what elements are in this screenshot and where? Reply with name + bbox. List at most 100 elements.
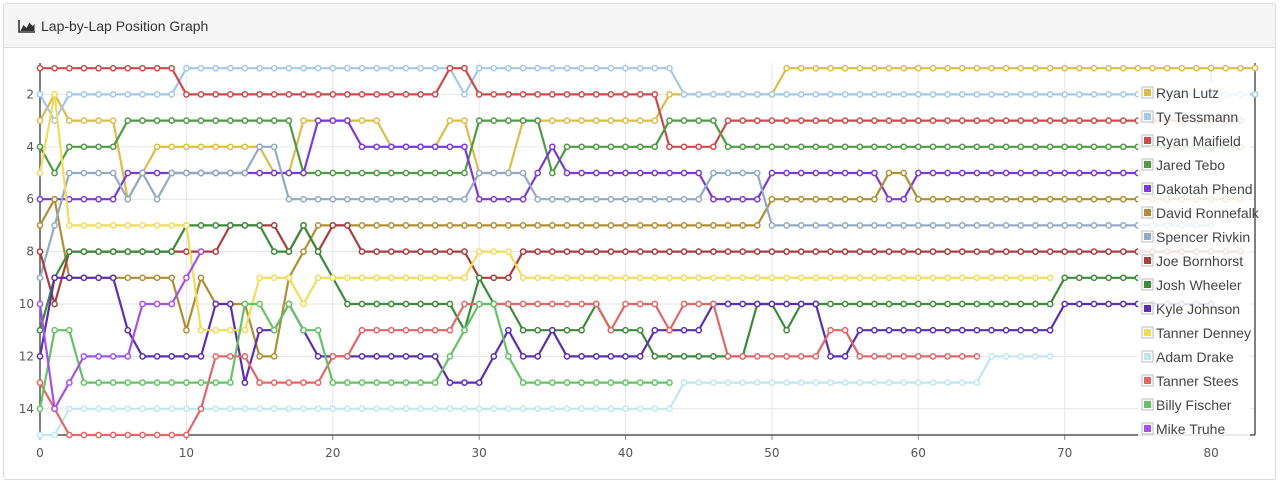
data-point	[1032, 195, 1039, 203]
data-point	[51, 274, 58, 282]
x-tick-label: 20	[325, 446, 340, 460]
data-point	[1046, 248, 1054, 255]
data-point	[1017, 117, 1025, 124]
data-point	[1075, 169, 1083, 177]
data-point	[490, 91, 498, 98]
data-point	[168, 222, 176, 229]
data-point	[80, 143, 88, 151]
data-point	[592, 143, 600, 151]
data-point	[578, 326, 585, 334]
data-point	[124, 64, 132, 72]
y-tick-label: 12	[19, 349, 34, 363]
data-point	[871, 379, 878, 386]
data-point	[636, 326, 644, 334]
data-point	[270, 353, 278, 360]
data-point	[988, 248, 995, 255]
data-point	[285, 117, 293, 124]
data-point	[827, 353, 834, 360]
data-point	[300, 405, 307, 413]
data-point	[314, 248, 322, 255]
data-point	[885, 117, 893, 124]
data-point	[1002, 248, 1010, 255]
data-point	[314, 405, 322, 413]
data-point	[900, 195, 908, 203]
data-point	[95, 222, 102, 229]
legend-label: Ryan Maifield	[1156, 133, 1241, 149]
data-point	[827, 91, 834, 98]
data-point	[958, 117, 966, 124]
data-point	[753, 222, 761, 229]
data-point	[929, 169, 937, 177]
data-point	[446, 326, 454, 334]
data-point	[1075, 274, 1083, 282]
data-point	[797, 379, 805, 386]
data-point	[856, 379, 864, 386]
series-mike-truhe	[36, 248, 205, 413]
data-point	[739, 300, 747, 308]
data-point	[344, 379, 351, 386]
data-point	[461, 195, 468, 203]
data-point	[1017, 195, 1025, 203]
y-tick-label: 4	[26, 140, 34, 154]
data-point	[1251, 91, 1259, 98]
data-point	[197, 248, 205, 255]
data-point	[109, 353, 117, 360]
data-point	[900, 117, 908, 124]
data-point	[1002, 195, 1010, 203]
data-point	[666, 117, 673, 124]
data-point	[1046, 195, 1054, 203]
data-point	[95, 379, 102, 386]
data-point	[988, 117, 995, 124]
data-point	[1075, 117, 1083, 124]
data-point	[929, 117, 937, 124]
data-point	[592, 379, 600, 386]
data-point	[768, 274, 776, 282]
data-point	[490, 64, 498, 72]
data-point	[885, 353, 893, 360]
data-point	[783, 248, 790, 255]
data-point	[109, 248, 117, 255]
data-point	[622, 222, 629, 229]
data-point	[446, 353, 454, 360]
data-point	[431, 326, 439, 334]
data-point	[475, 379, 483, 386]
data-point	[534, 64, 542, 72]
data-point	[724, 274, 732, 282]
data-point	[783, 379, 790, 386]
data-point	[300, 222, 307, 229]
data-point	[256, 353, 263, 360]
data-point	[1032, 64, 1039, 72]
data-point	[256, 64, 263, 72]
data-point	[1119, 274, 1127, 282]
data-point	[622, 405, 629, 413]
data-point	[592, 222, 600, 229]
data-point	[1017, 300, 1025, 308]
data-point	[51, 222, 58, 229]
data-point	[666, 91, 673, 98]
data-point	[914, 326, 922, 334]
data-point	[885, 91, 893, 98]
series-billy-fischer	[36, 300, 673, 413]
data-point	[256, 379, 263, 386]
data-point	[51, 195, 58, 203]
data-point	[95, 91, 102, 98]
data-point	[197, 326, 205, 334]
data-point	[285, 274, 293, 282]
data-point	[695, 169, 703, 177]
data-point	[109, 143, 117, 151]
data-point	[446, 195, 454, 203]
data-point	[534, 248, 542, 255]
data-point	[900, 379, 908, 386]
data-point	[607, 169, 615, 177]
data-point	[139, 91, 146, 98]
legend-swatch	[1144, 353, 1151, 360]
data-point	[256, 143, 263, 151]
data-point	[812, 117, 820, 124]
data-point	[153, 431, 161, 439]
data-point	[988, 274, 995, 282]
legend-label: Jared Tebo	[1156, 157, 1225, 173]
data-point	[1046, 274, 1054, 282]
legend-label: Tanner Stees	[1156, 373, 1239, 389]
data-point	[344, 195, 351, 203]
data-point	[578, 379, 585, 386]
